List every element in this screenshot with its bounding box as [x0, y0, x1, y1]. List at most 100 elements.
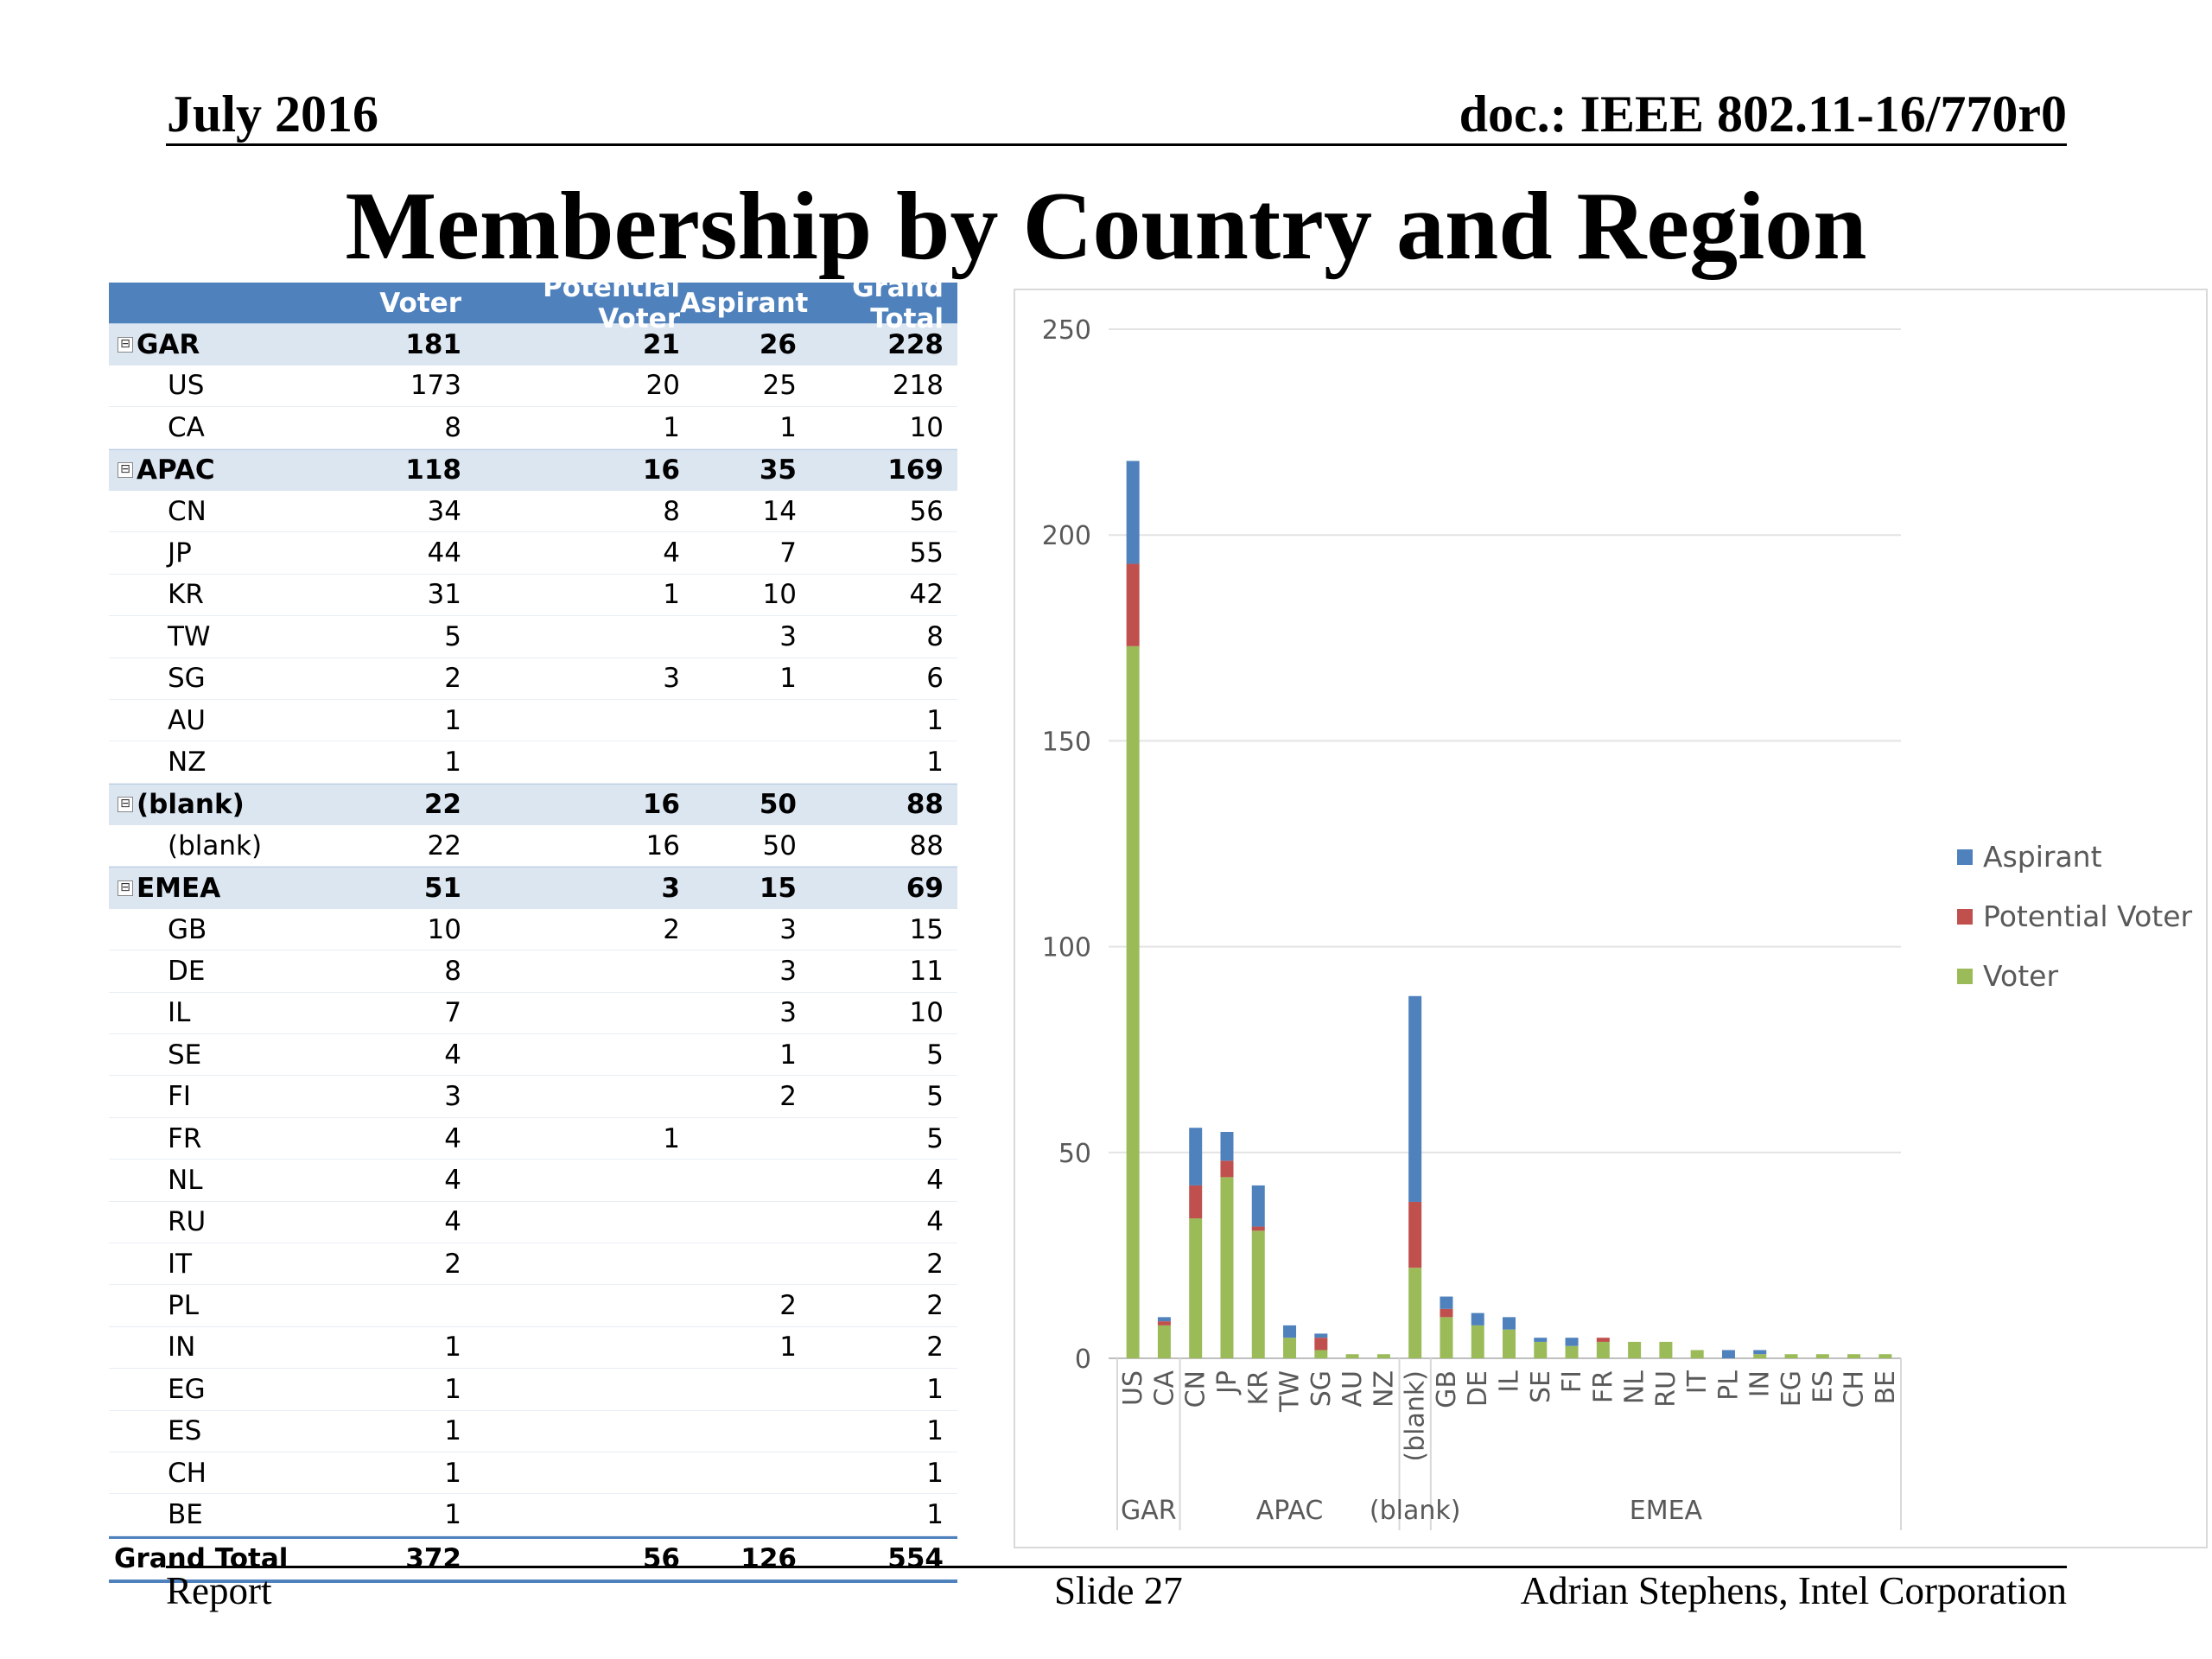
row-label: CH — [168, 1457, 207, 1489]
collapse-toggle-icon[interactable]: ⊟ — [118, 797, 133, 813]
cell-aspirant: 3 — [779, 913, 797, 945]
region-row: ⊟ GAR 181 21 26 228 — [109, 323, 957, 365]
cell-voter: 4 — [444, 1039, 461, 1071]
col-header-voter: Voter — [379, 287, 461, 319]
group-label: EMEA — [1630, 1496, 1703, 1526]
pivot-table: Voter Potential Voter Aspirant Grand Tot… — [109, 272, 957, 1584]
x-tick-label: IN — [1745, 1370, 1776, 1397]
cell-aspirant: 50 — [759, 789, 797, 821]
legend-swatch — [1957, 968, 1973, 984]
country-row: FR 4 1 5 — [109, 1118, 957, 1160]
y-tick-label: 200 — [1042, 521, 1091, 551]
row-label-cell: CH — [109, 1458, 361, 1489]
row-label-cell: PL — [109, 1290, 361, 1321]
row-label: SE — [168, 1039, 202, 1071]
country-row: IN 1 1 2 — [109, 1327, 957, 1370]
row-label-cell: ⊟ APAC — [109, 454, 361, 486]
cell-grand-total: 2 — [926, 1290, 944, 1322]
bar-segment-voter — [1189, 1218, 1203, 1358]
cell-voter: 1 — [444, 1332, 461, 1363]
row-label: (blank) — [168, 830, 263, 861]
pivot-body: ⊟ GAR 181 21 26 228 US 173 20 25 218 CA 8 1 1 10 ⊟ APAC 11… — [109, 323, 957, 1584]
bar-segment-voter — [1220, 1177, 1234, 1358]
row-label-cell: (blank) — [109, 830, 361, 861]
cell-grand-total: 1 — [926, 1373, 944, 1405]
country-row: SE 4 1 5 — [109, 1034, 957, 1077]
row-label-cell: ⊟ (blank) — [109, 789, 361, 820]
row-label-cell: RU — [109, 1206, 361, 1237]
country-row: US 173 20 25 218 — [109, 365, 957, 408]
country-row: GB 10 2 3 15 — [109, 909, 957, 951]
row-label-cell: NL — [109, 1165, 361, 1196]
bar-segment-aspirant — [1503, 1317, 1516, 1330]
bar-segment-aspirant — [1314, 1333, 1328, 1338]
cell-potential-voter: 1 — [663, 411, 680, 443]
bar-segment-voter — [1628, 1341, 1642, 1358]
row-label: GAR — [137, 329, 200, 361]
cell-aspirant: 1 — [779, 663, 797, 695]
country-row: SG 2 3 1 6 — [109, 658, 957, 700]
collapse-toggle-icon[interactable]: ⊟ — [118, 880, 133, 897]
bar-segment-potential-voter — [1157, 1321, 1171, 1325]
cell-potential-voter: 16 — [642, 454, 680, 486]
x-tick-label: SG — [1306, 1370, 1337, 1407]
cell-voter: 1 — [444, 1499, 461, 1531]
country-row: TW 5 3 8 — [109, 616, 957, 658]
country-row: FI 3 2 5 — [109, 1076, 957, 1118]
cell-voter: 1 — [444, 1373, 461, 1405]
row-label: KR — [168, 579, 204, 611]
header-date: July 2016 — [167, 86, 379, 143]
pivot-header-row: Voter Potential Voter Aspirant Grand Tot… — [109, 272, 957, 334]
cell-aspirant: 3 — [779, 955, 797, 987]
bar-segment-aspirant — [1471, 1313, 1484, 1325]
bar-segment-voter — [1376, 1354, 1390, 1358]
collapse-toggle-icon[interactable]: ⊟ — [118, 462, 133, 479]
cell-grand-total: 5 — [926, 1122, 944, 1154]
x-tick-label: IL — [1495, 1370, 1525, 1393]
group-label: GAR — [1121, 1496, 1177, 1526]
bar-segment-potential-voter — [1220, 1160, 1234, 1178]
row-label: TW — [168, 620, 211, 652]
x-tick-label: (blank) — [1401, 1370, 1431, 1462]
row-label: NL — [168, 1164, 203, 1196]
row-label-cell: GB — [109, 914, 361, 945]
cell-voter: 51 — [423, 873, 461, 905]
row-label: EG — [168, 1373, 206, 1405]
cell-voter: 34 — [427, 495, 461, 527]
bar-segment-aspirant — [1753, 1350, 1767, 1355]
cell-grand-total: 1 — [926, 746, 944, 778]
cell-voter: 22 — [423, 789, 461, 821]
cell-voter: 4 — [444, 1206, 461, 1238]
cell-voter: 1 — [444, 704, 461, 736]
country-row: ES 1 1 — [109, 1411, 957, 1452]
cell-potential-voter: 3 — [663, 663, 680, 695]
y-tick-label: 0 — [1075, 1344, 1091, 1375]
cell-grand-total: 8 — [926, 620, 944, 652]
row-label-cell: NZ — [109, 747, 361, 778]
bar-segment-potential-voter — [1440, 1308, 1453, 1318]
cell-grand-total: 15 — [909, 913, 944, 945]
cell-grand-total: 2 — [926, 1248, 944, 1280]
cell-potential-voter: 56 — [642, 1543, 680, 1575]
country-row: (blank) 22 16 50 88 — [109, 825, 957, 868]
country-row: JP 44 4 7 55 — [109, 532, 957, 575]
collapse-toggle-icon[interactable]: ⊟ — [118, 337, 133, 353]
row-label-cell: ⊟ EMEA — [109, 873, 361, 904]
country-row: CN 34 8 14 56 — [109, 491, 957, 533]
row-label: EMEA — [137, 873, 221, 905]
row-label-cell: Grand Total — [109, 1543, 361, 1574]
row-label: APAC — [137, 454, 215, 486]
row-label: PL — [168, 1290, 199, 1322]
bar-segment-voter — [1471, 1325, 1484, 1358]
cell-voter: 10 — [427, 913, 461, 945]
footer-left: Report — [166, 1569, 272, 1612]
cell-voter: 3 — [444, 1081, 461, 1113]
x-tick-label: FI — [1557, 1370, 1587, 1393]
x-tick-label: FR — [1588, 1370, 1618, 1403]
row-label: IN — [168, 1332, 196, 1363]
footer-author: Adrian Stephens, Intel Corporation — [1520, 1569, 2067, 1612]
x-tick-label: AU — [1338, 1370, 1368, 1407]
cell-voter: 1 — [444, 746, 461, 778]
cell-grand-total: 228 — [887, 329, 944, 361]
